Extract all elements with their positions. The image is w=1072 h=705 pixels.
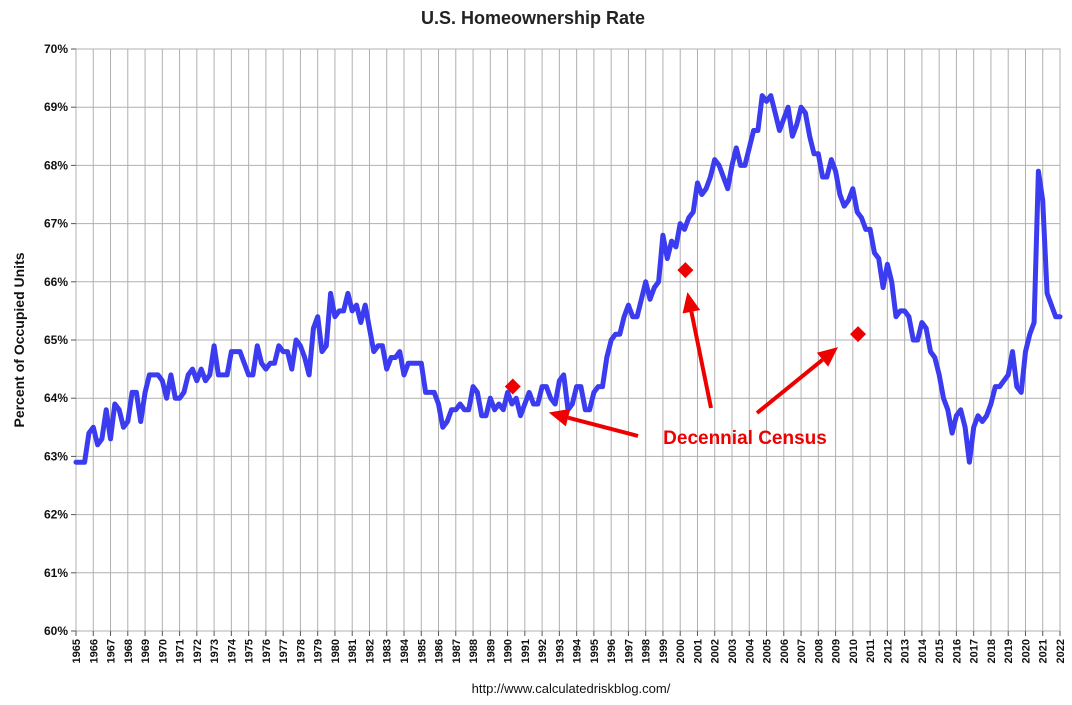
- x-tick-label: 1995: [589, 639, 601, 663]
- x-tick-label: 2006: [779, 639, 791, 663]
- y-axis-ticks: 60% 61% 62% 63% 64% 65% 66% 67% 68% 69% 70%: [44, 42, 76, 638]
- x-tick-label: 1998: [641, 639, 653, 663]
- x-tick-label: 1971: [175, 639, 187, 663]
- x-tick-label: 1990: [503, 639, 515, 663]
- x-tick-label: 1996: [606, 639, 618, 663]
- x-tick-label: 2014: [917, 638, 929, 663]
- y-axis-label: Percent of Occupied Units: [11, 252, 27, 427]
- x-tick-label: 2015: [934, 639, 946, 663]
- y-tick-label: 61%: [44, 566, 68, 580]
- y-tick-label: 68%: [44, 158, 68, 172]
- census-point: [677, 262, 694, 279]
- y-tick-label: 66%: [44, 275, 68, 289]
- x-tick-label: 2007: [796, 639, 808, 663]
- x-tick-label: 2016: [951, 639, 963, 663]
- x-tick-label: 1980: [330, 639, 342, 663]
- x-tick-label: 1979: [313, 639, 325, 663]
- annotation-arrow: [548, 408, 639, 438]
- x-tick-label: 1991: [520, 639, 532, 663]
- x-tick-label: 2004: [744, 638, 756, 663]
- census-annotation: Decennial Census: [548, 292, 839, 449]
- source-url: http://www.calculatedriskblog.com/: [472, 681, 671, 696]
- x-tick-label: 1994: [572, 638, 584, 663]
- x-tick-label: 1983: [382, 639, 394, 663]
- x-tick-label: 1981: [347, 639, 359, 663]
- x-tick-label: 2020: [1020, 639, 1032, 663]
- x-tick-label: 1999: [658, 639, 670, 663]
- x-tick-label: 2002: [710, 639, 722, 663]
- y-tick-label: 62%: [44, 508, 68, 522]
- grid-lines: [75, 48, 1061, 632]
- x-tick-label: 2021: [1038, 639, 1050, 663]
- x-tick-label: 2001: [692, 639, 704, 663]
- y-tick-label: 69%: [44, 100, 68, 114]
- annotation-arrow: [755, 347, 839, 415]
- y-tick-label: 64%: [44, 391, 68, 405]
- chart-title: U.S. Homeownership Rate: [421, 8, 645, 28]
- x-tick-label: 1988: [468, 639, 480, 663]
- x-tick-label: 1976: [261, 639, 273, 663]
- annotation-arrow: [682, 292, 713, 409]
- y-tick-label: 67%: [44, 217, 68, 231]
- x-tick-label: 2010: [848, 639, 860, 663]
- x-tick-label: 2017: [969, 639, 981, 663]
- x-axis-ticks: 1965 1966 1967 1968 1969 1970 1971 1972 1973 1974…: [71, 631, 1067, 663]
- x-tick-label: 1970: [157, 639, 169, 663]
- x-tick-label: 1967: [106, 639, 118, 663]
- x-tick-label: 2011: [865, 639, 877, 663]
- x-tick-label: 1977: [278, 639, 290, 663]
- x-tick-label: 1978: [295, 639, 307, 663]
- x-tick-label: 1982: [364, 639, 376, 663]
- x-tick-label: 1986: [434, 639, 446, 663]
- x-tick-label: 1973: [209, 639, 221, 663]
- x-tick-label: 1975: [244, 639, 256, 663]
- x-tick-label: 1972: [192, 639, 204, 663]
- x-tick-label: 1985: [416, 639, 428, 663]
- x-tick-label: 2013: [900, 639, 912, 663]
- x-tick-label: 2000: [675, 639, 687, 663]
- x-tick-label: 1966: [88, 639, 100, 663]
- x-tick-label: 2003: [727, 639, 739, 663]
- x-tick-label: 1989: [485, 639, 497, 663]
- x-tick-label: 1969: [140, 639, 152, 663]
- census-point: [850, 326, 867, 343]
- x-tick-label: 1987: [451, 639, 463, 663]
- x-tick-label: 2005: [762, 639, 774, 663]
- x-tick-label: 2022: [1055, 639, 1067, 663]
- x-tick-label: 1968: [123, 639, 135, 663]
- x-tick-label: 1965: [71, 639, 83, 663]
- x-tick-label: 2019: [1003, 639, 1015, 663]
- x-tick-label: 2009: [831, 639, 843, 663]
- x-tick-label: 1984: [399, 638, 411, 663]
- x-tick-label: 2008: [813, 639, 825, 663]
- y-tick-label: 70%: [44, 42, 68, 56]
- x-tick-label: 1993: [554, 639, 566, 663]
- census-annotation-label: Decennial Census: [663, 428, 827, 449]
- x-tick-label: 2018: [986, 639, 998, 663]
- census-point: [504, 378, 521, 395]
- x-tick-label: 1997: [623, 639, 635, 663]
- x-tick-label: 1992: [537, 639, 549, 663]
- y-tick-label: 63%: [44, 449, 68, 463]
- x-tick-label: 2012: [882, 639, 894, 663]
- y-tick-label: 60%: [44, 624, 68, 638]
- y-tick-label: 65%: [44, 333, 68, 347]
- x-tick-label: 1974: [226, 638, 238, 663]
